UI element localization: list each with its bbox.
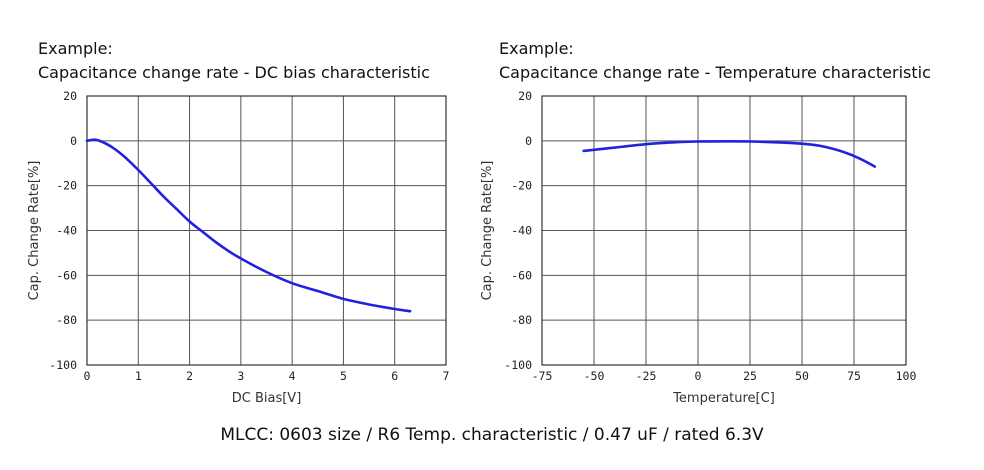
x-tick-label: 5 <box>340 369 347 383</box>
y-tick-label: -40 <box>511 224 532 238</box>
x-axis-label: Temperature[C] <box>672 391 775 406</box>
series-line <box>582 139 877 168</box>
y-tick-label: -80 <box>511 313 532 327</box>
y-axis-label: Cap. Change Rate[%] <box>27 161 42 301</box>
x-tick-label: 4 <box>289 369 296 383</box>
chart-2-title-line2: Capacitance change rate - Temperature ch… <box>499 63 931 82</box>
x-tick-label: 3 <box>237 369 244 383</box>
plot-frame <box>86 95 447 366</box>
x-tick-label: 75 <box>847 369 861 383</box>
x-tick-label: -25 <box>636 369 657 383</box>
x-tick-label: 7 <box>443 369 450 383</box>
y-tick-label: -60 <box>56 268 77 282</box>
y-tick-label: -60 <box>511 268 532 282</box>
x-axis-label: DC Bias[V] <box>232 391 302 406</box>
y-tick-label: 0 <box>70 134 77 148</box>
x-tick-label: 50 <box>795 369 809 383</box>
y-tick-label: -80 <box>56 313 77 327</box>
chart-1-title-line1: Example: <box>38 39 113 58</box>
y-tick-label: 20 <box>518 89 532 103</box>
y-tick-label: 20 <box>63 89 77 103</box>
x-tick-label: -50 <box>584 369 605 383</box>
chart-2-title-line1: Example: <box>499 39 574 58</box>
y-tick-label: -100 <box>504 358 532 372</box>
y-tick-label: -20 <box>511 179 532 193</box>
series-line <box>85 138 412 313</box>
plot-frame <box>541 95 907 366</box>
chart-2-title: Example: Capacitance change rate - Tempe… <box>499 37 931 85</box>
y-axis-label: Cap. Change Rate[%] <box>480 161 495 301</box>
x-tick-label: 0 <box>84 369 91 383</box>
x-tick-label: 0 <box>695 369 702 383</box>
x-tick-label: 2 <box>186 369 193 383</box>
chart-1-title-line2: Capacitance change rate - DC bias charac… <box>38 63 430 82</box>
y-tick-label: -100 <box>49 358 77 372</box>
caption: MLCC: 0603 size / R6 Temp. characteristi… <box>220 425 764 445</box>
x-tick-label: 100 <box>896 369 917 383</box>
y-tick-label: -20 <box>56 179 77 193</box>
x-tick-label: -75 <box>532 369 553 383</box>
x-tick-label: 1 <box>135 369 142 383</box>
y-tick-label: 0 <box>525 134 532 148</box>
chart-1-title: Example: Capacitance change rate - DC bi… <box>38 37 430 85</box>
y-tick-label: -40 <box>56 224 77 238</box>
x-tick-label: 25 <box>743 369 757 383</box>
x-tick-label: 6 <box>391 369 398 383</box>
